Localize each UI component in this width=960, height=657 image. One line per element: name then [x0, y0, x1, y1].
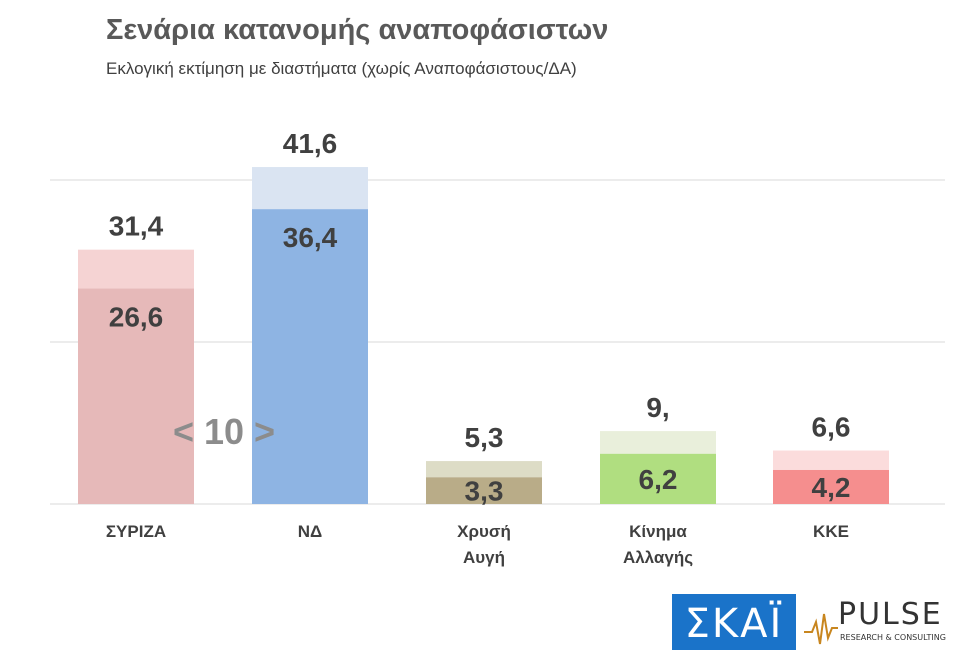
bar-lower-4: [773, 469, 889, 504]
value-label-low-0: 26,6: [109, 302, 164, 333]
value-label-low-2: 3,3: [465, 476, 504, 507]
bar-lower-2: [426, 477, 542, 504]
bar-upper-3: [600, 431, 716, 454]
category-label-line: Αλλαγής: [622, 548, 694, 567]
value-label-high-1: 41,6: [283, 128, 338, 159]
bar-lower-3: [600, 453, 716, 504]
skai-logo: ΣΚΑΪ: [672, 594, 796, 650]
category-label-2: Χρυσή Αυγή: [409, 519, 559, 571]
bar-upper-0: [78, 249, 194, 289]
svg-text:ΣΚΑΪ: ΣΚΑΪ: [685, 599, 784, 647]
category-label-line: Κίνημα: [629, 522, 687, 541]
value-label-high-4: 6,6: [812, 412, 851, 443]
category-label-4: ΚΚΕ: [756, 519, 906, 545]
value-label-high-0: 31,4: [109, 211, 164, 242]
svg-text:RESEARCH & CONSULTING: RESEARCH & CONSULTING: [840, 633, 946, 642]
bar-lower-1: [252, 209, 368, 504]
category-label-3: Κίνημα Αλλαγής: [583, 519, 733, 571]
category-label-line: Χρυσή: [457, 522, 511, 541]
category-label-1: ΝΔ: [235, 519, 385, 545]
value-label-low-4: 4,2: [812, 472, 851, 503]
value-label-high-2: 5,3: [465, 422, 504, 453]
value-label-low-3: 6,2: [639, 464, 678, 495]
value-label-low-1: 36,4: [283, 222, 338, 253]
chart-title: Σενάρια κατανομής αναποφάσιστων: [106, 14, 609, 46]
category-label-line: ΣΥΡΙΖΑ: [105, 522, 167, 541]
value-label-high-3: 9,: [646, 392, 669, 423]
chart-subtitle: Εκλογική εκτίμηση με διαστήματα (χωρίς Α…: [106, 59, 577, 78]
category-label-line: ΚΚΕ: [813, 522, 849, 541]
interval-annotation: < 10 >: [173, 411, 275, 452]
category-label-line: Αυγή: [462, 548, 505, 567]
category-label-0: ΣΥΡΙΖΑ: [61, 519, 211, 545]
svg-text:PULSE: PULSE: [838, 597, 943, 632]
bar-upper-4: [773, 450, 889, 470]
bar-upper-2: [426, 461, 542, 478]
bar-upper-1: [252, 167, 368, 210]
bar-lower-0: [78, 288, 194, 504]
category-label-line: ΝΔ: [297, 522, 323, 541]
pulse-logo: PULSE RESEARCH & CONSULTING: [804, 597, 946, 645]
logos: ΣΚΑΪ PULSE RESEARCH & CONSULTING: [672, 594, 952, 650]
